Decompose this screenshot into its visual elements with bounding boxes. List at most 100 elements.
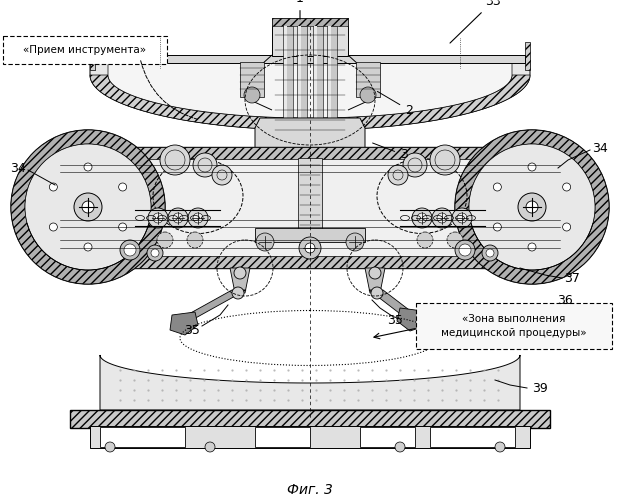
Circle shape <box>371 287 383 299</box>
Polygon shape <box>90 75 530 130</box>
Text: 36: 36 <box>557 294 573 306</box>
FancyBboxPatch shape <box>416 303 612 349</box>
Circle shape <box>486 249 494 257</box>
Circle shape <box>526 201 538 213</box>
Text: Фиг. 3: Фиг. 3 <box>287 483 333 497</box>
Circle shape <box>305 243 315 253</box>
Circle shape <box>232 287 244 299</box>
Circle shape <box>469 144 595 270</box>
Circle shape <box>369 267 381 279</box>
Circle shape <box>455 240 475 260</box>
Bar <box>327 26 337 141</box>
Polygon shape <box>178 290 246 320</box>
Circle shape <box>50 183 58 191</box>
Circle shape <box>120 240 140 260</box>
Circle shape <box>188 208 208 228</box>
Circle shape <box>388 165 408 185</box>
Circle shape <box>360 87 376 103</box>
Circle shape <box>124 244 136 256</box>
Bar <box>328 26 331 141</box>
Wedge shape <box>11 130 165 284</box>
Circle shape <box>82 201 94 213</box>
Polygon shape <box>365 268 385 293</box>
Circle shape <box>256 233 274 251</box>
Text: 39: 39 <box>532 382 548 394</box>
Circle shape <box>412 208 432 228</box>
Circle shape <box>528 243 536 251</box>
Text: «Зона выполнения: «Зона выполнения <box>463 314 565 324</box>
Bar <box>430 427 515 447</box>
Polygon shape <box>525 42 530 70</box>
Text: 2: 2 <box>378 92 413 116</box>
Circle shape <box>84 243 92 251</box>
Polygon shape <box>230 268 250 293</box>
Polygon shape <box>90 42 95 70</box>
Circle shape <box>151 249 159 257</box>
Circle shape <box>193 213 203 223</box>
Circle shape <box>417 232 433 248</box>
Bar <box>360 427 415 447</box>
Circle shape <box>346 233 364 251</box>
Polygon shape <box>100 355 520 410</box>
Circle shape <box>118 183 126 191</box>
Wedge shape <box>455 130 609 284</box>
Bar <box>356 62 380 97</box>
Circle shape <box>187 232 203 248</box>
Text: 34: 34 <box>592 142 608 154</box>
Circle shape <box>518 193 546 221</box>
Circle shape <box>11 130 165 284</box>
Bar <box>314 26 317 141</box>
Circle shape <box>482 245 498 261</box>
Circle shape <box>157 232 173 248</box>
Polygon shape <box>369 290 417 316</box>
Circle shape <box>299 237 321 259</box>
Text: 37: 37 <box>564 272 580 284</box>
Circle shape <box>153 213 163 223</box>
Circle shape <box>173 213 183 223</box>
Text: 35: 35 <box>184 324 200 336</box>
Polygon shape <box>90 60 530 130</box>
Polygon shape <box>170 312 198 335</box>
Bar <box>272 18 348 26</box>
Text: 35: 35 <box>387 314 403 326</box>
Circle shape <box>105 442 115 452</box>
Bar <box>255 427 310 447</box>
Circle shape <box>432 208 452 228</box>
Bar <box>55 147 565 268</box>
Circle shape <box>437 213 447 223</box>
Bar <box>283 26 293 141</box>
Circle shape <box>403 153 427 177</box>
Circle shape <box>168 208 188 228</box>
Circle shape <box>562 183 570 191</box>
Circle shape <box>212 165 232 185</box>
Text: медицинской процедуры»: медицинской процедуры» <box>441 328 587 338</box>
Circle shape <box>148 208 168 228</box>
Bar <box>100 427 185 447</box>
Circle shape <box>74 193 102 221</box>
Circle shape <box>50 223 58 231</box>
Bar <box>255 228 365 242</box>
Circle shape <box>395 442 405 452</box>
Circle shape <box>452 208 472 228</box>
Circle shape <box>457 213 467 223</box>
Polygon shape <box>255 118 365 155</box>
Circle shape <box>447 232 463 248</box>
Bar <box>70 410 550 428</box>
Bar <box>90 426 530 448</box>
Text: 1: 1 <box>296 0 304 19</box>
Bar <box>284 26 287 141</box>
Circle shape <box>25 144 151 270</box>
Circle shape <box>417 213 427 223</box>
Polygon shape <box>108 60 512 118</box>
Circle shape <box>459 244 471 256</box>
Bar <box>297 26 307 141</box>
Circle shape <box>234 267 246 279</box>
Text: 34: 34 <box>10 162 26 174</box>
Bar <box>272 18 348 56</box>
Circle shape <box>430 145 460 175</box>
Circle shape <box>494 223 502 231</box>
Circle shape <box>118 223 126 231</box>
Circle shape <box>147 245 163 261</box>
Polygon shape <box>397 308 425 331</box>
Circle shape <box>244 87 260 103</box>
